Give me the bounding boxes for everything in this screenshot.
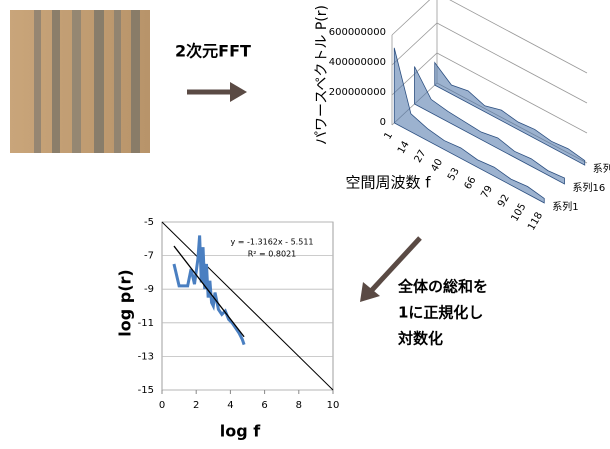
x-tick-label: 1	[382, 131, 395, 142]
x-tick-label: 10	[327, 400, 340, 411]
x-tick-label: 118	[526, 211, 545, 233]
x-tick-label: 66	[463, 175, 479, 192]
y-tick-label: -13	[138, 351, 154, 362]
grid-line	[392, 0, 587, 73]
x-tick-label: 6	[261, 400, 267, 411]
legend-label: 系列1	[552, 200, 578, 213]
x-tick-label: 79	[479, 184, 495, 201]
y-tick-label: -5	[144, 217, 154, 228]
trend-equation: y = -1.3162x - 5.511	[230, 238, 313, 247]
normalize-label: 全体の総和を	[397, 278, 488, 296]
normalize-label: 対数化	[397, 330, 443, 348]
z-tick-label: 0	[380, 117, 386, 128]
figure: 2次元FFT 全体の総和を 1に正規化し 対数化 0 200000000 40000…	[0, 0, 610, 445]
trend-r2: R² = 0.8021	[248, 250, 297, 259]
x-tick-label: 4	[227, 400, 233, 411]
x-tick-label: 92	[496, 193, 512, 210]
z-tick-label: 600000000	[329, 27, 386, 38]
y-tick-label: -9	[144, 284, 154, 295]
x-tick-label: 105	[509, 202, 528, 224]
legend-label: 系列31	[593, 162, 610, 175]
log-chart: -5 -7 -9 -11 -13 -15 0 2 4 6 8 10 y = -1.3162x - 5.5…	[116, 217, 340, 441]
legend-label: 系列16	[573, 181, 606, 194]
wood-image	[10, 10, 150, 153]
spectrum-chart: 0 200000000 400000000 600000000 系列31 系列16 系列1 1…	[314, 0, 610, 233]
fft-label: 2次元FFT	[175, 42, 251, 61]
x-tick-label: 0	[159, 400, 165, 411]
z-tick-label: 400000000	[329, 57, 386, 68]
z-axis-label: パワースペクトル P(r)	[314, 5, 330, 145]
x-tick-label: 2	[193, 400, 199, 411]
normalize-label: 1に正規化し	[398, 304, 483, 322]
x-tick-label: 14	[396, 139, 412, 156]
y-axis-label: log p(r)	[116, 269, 135, 336]
y-tick-label: -11	[138, 318, 154, 329]
x-axis-label: log f	[220, 422, 262, 441]
x-tick-label: 27	[413, 148, 429, 165]
y-tick-label: -7	[144, 251, 154, 262]
x-tick-label: 53	[446, 166, 462, 183]
arrow	[187, 82, 247, 102]
x-axis-label: 空間周波数 f	[345, 174, 431, 192]
x-tick-label: 40	[429, 157, 445, 174]
x-tick-label: 8	[296, 400, 302, 411]
y-tick-label: -15	[138, 385, 154, 396]
z-tick-label: 200000000	[329, 87, 386, 98]
